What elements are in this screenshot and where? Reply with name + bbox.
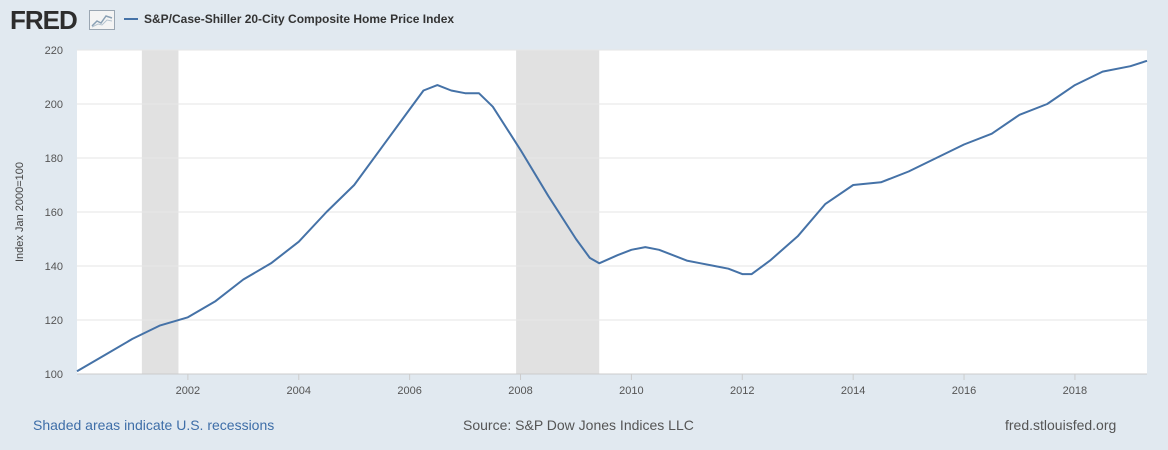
legend-swatch xyxy=(124,18,138,20)
chart-header: FRED S&P/Case-Shiller 20-City Composite … xyxy=(0,0,1168,40)
y-tick-label: 200 xyxy=(45,99,63,111)
fred-logo[interactable]: FRED xyxy=(10,5,78,35)
y-tick-label: 160 xyxy=(45,207,63,219)
x-tick-label: 2018 xyxy=(1063,385,1087,397)
y-tick-label: 220 xyxy=(45,45,63,57)
y-axis: 100 120 140 160 180 200 220 xyxy=(45,45,63,381)
recession-note-link[interactable]: Shaded areas indicate U.S. recessions xyxy=(33,417,275,433)
y-tick-label: 100 xyxy=(45,369,63,381)
x-axis: 2002 2004 2006 2008 2010 2012 2014 2016 2018 xyxy=(77,373,1147,397)
x-tick-label: 2008 xyxy=(508,385,532,397)
x-tick-label: 2014 xyxy=(841,385,865,397)
x-tick-label: 2012 xyxy=(730,385,754,397)
series-line xyxy=(76,59,1148,373)
x-tick-label: 2004 xyxy=(287,385,311,397)
y-axis-label: Index Jan 2000=100 xyxy=(14,162,26,262)
x-tick-label: 2016 xyxy=(952,385,976,397)
x-tick-label: 2010 xyxy=(619,385,643,397)
y-tick-label: 180 xyxy=(45,153,63,165)
x-tick-label: 2006 xyxy=(397,385,421,397)
series-layer xyxy=(76,59,1148,373)
legend-label: S&P/Case-Shiller 20-City Composite Home … xyxy=(144,12,455,26)
site-link[interactable]: fred.stlouisfed.org xyxy=(1005,417,1117,433)
x-tick-label: 2002 xyxy=(176,385,200,397)
source-label: Source: S&P Dow Jones Indices LLC xyxy=(463,417,694,433)
legend: S&P/Case-Shiller 20-City Composite Home … xyxy=(124,12,454,26)
line-chart-icon xyxy=(89,10,115,30)
y-tick-label: 140 xyxy=(45,261,63,273)
y-tick-label: 120 xyxy=(45,315,63,327)
